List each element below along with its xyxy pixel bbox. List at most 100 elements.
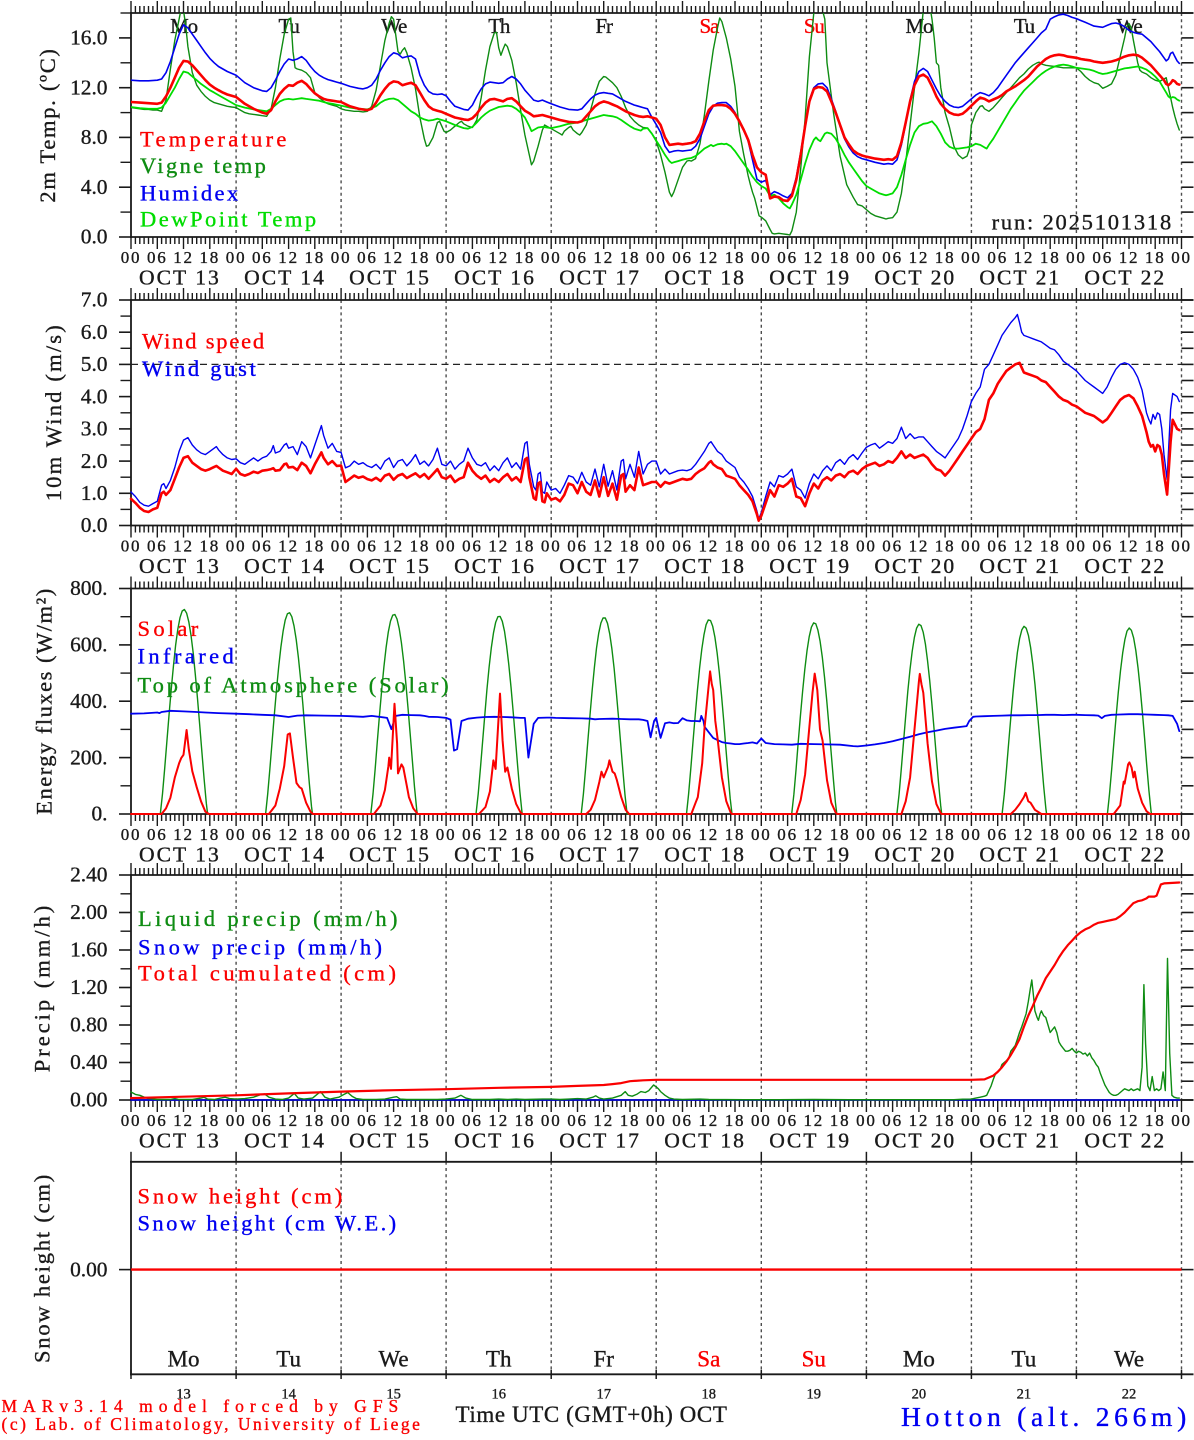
svg-text:Tu: Tu <box>278 14 300 38</box>
svg-text:OCT 13: OCT 13 <box>139 843 221 867</box>
svg-text:400.: 400. <box>70 689 107 713</box>
svg-text:00: 00 <box>751 825 772 844</box>
svg-text:06: 06 <box>672 825 693 844</box>
svg-text:00: 00 <box>1171 1111 1192 1130</box>
svg-text:12: 12 <box>909 1111 930 1130</box>
svg-text:06: 06 <box>357 1111 378 1130</box>
svg-text:06: 06 <box>882 1111 903 1130</box>
svg-text:0.0: 0.0 <box>81 225 108 249</box>
svg-text:12: 12 <box>383 825 404 844</box>
svg-text:Vigne temp: Vigne temp <box>140 153 268 178</box>
svg-text:06: 06 <box>252 1111 273 1130</box>
svg-text:Wind speed: Wind speed <box>142 328 266 353</box>
svg-text:00: 00 <box>646 537 667 556</box>
svg-text:run: 2025101318: run: 2025101318 <box>992 210 1173 235</box>
svg-text:06: 06 <box>252 248 273 267</box>
svg-text:19: 19 <box>807 1387 822 1403</box>
svg-text:00: 00 <box>436 825 457 844</box>
svg-text:12: 12 <box>173 248 194 267</box>
svg-text:00: 00 <box>961 825 982 844</box>
svg-text:18: 18 <box>410 1111 431 1130</box>
svg-text:OCT 14: OCT 14 <box>244 554 326 578</box>
svg-text:00: 00 <box>646 825 667 844</box>
svg-text:18: 18 <box>515 825 536 844</box>
svg-text:18: 18 <box>1040 825 1061 844</box>
svg-text:12: 12 <box>1014 825 1035 844</box>
svg-text:Fr: Fr <box>596 14 613 38</box>
svg-text:Fr: Fr <box>593 1346 614 1371</box>
svg-text:18: 18 <box>620 537 641 556</box>
svg-text:06: 06 <box>672 537 693 556</box>
svg-text:Sa: Sa <box>697 1346 720 1371</box>
svg-text:00: 00 <box>436 1111 457 1130</box>
svg-text:00: 00 <box>121 1111 142 1130</box>
svg-text:Su: Su <box>804 14 825 38</box>
svg-text:OCT 13: OCT 13 <box>139 554 221 578</box>
svg-text:18: 18 <box>199 1111 220 1130</box>
svg-text:2.0: 2.0 <box>81 449 108 473</box>
svg-text:2m Temp. (ºC): 2m Temp. (ºC) <box>35 47 60 202</box>
svg-text:00: 00 <box>541 825 562 844</box>
svg-text:06: 06 <box>567 537 588 556</box>
svg-text:12: 12 <box>383 248 404 267</box>
svg-text:12: 12 <box>1014 537 1035 556</box>
svg-text:06: 06 <box>777 1111 798 1130</box>
svg-text:Precip (mm/h): Precip (mm/h) <box>30 903 55 1073</box>
svg-text:00: 00 <box>436 248 457 267</box>
svg-text:00: 00 <box>331 1111 352 1130</box>
svg-text:18: 18 <box>725 537 746 556</box>
svg-text:00: 00 <box>541 1111 562 1130</box>
svg-text:12: 12 <box>278 248 299 267</box>
svg-text:We: We <box>379 1346 409 1371</box>
svg-text:12: 12 <box>593 248 614 267</box>
svg-text:00: 00 <box>1066 1111 1087 1130</box>
svg-text:18: 18 <box>304 248 325 267</box>
svg-text:18: 18 <box>620 1111 641 1130</box>
svg-text:00: 00 <box>436 537 457 556</box>
svg-text:06: 06 <box>147 248 168 267</box>
svg-text:Liquid precip (mm/h): Liquid precip (mm/h) <box>138 906 401 931</box>
svg-text:12: 12 <box>278 1111 299 1130</box>
svg-text:18: 18 <box>725 825 746 844</box>
svg-text:Sa: Sa <box>699 14 719 38</box>
svg-text:Time UTC (GMT+0h) OCT: Time UTC (GMT+0h) OCT <box>456 1402 728 1427</box>
svg-text:06: 06 <box>147 1111 168 1130</box>
svg-text:00: 00 <box>121 248 142 267</box>
svg-text:Snow height (cm): Snow height (cm) <box>138 1184 346 1209</box>
svg-text:12: 12 <box>488 1111 509 1130</box>
svg-text:13: 13 <box>176 1387 191 1403</box>
svg-text:00: 00 <box>646 248 667 267</box>
svg-text:12.0: 12.0 <box>70 75 107 99</box>
svg-text:12: 12 <box>803 825 824 844</box>
svg-text:10m Wind (m/s): 10m Wind (m/s) <box>41 323 66 501</box>
svg-text:21: 21 <box>1017 1387 1032 1403</box>
svg-text:18: 18 <box>199 537 220 556</box>
svg-text:Solar: Solar <box>138 616 202 641</box>
svg-text:00: 00 <box>1171 248 1192 267</box>
svg-text:OCT 17: OCT 17 <box>559 266 641 290</box>
svg-text:Mo: Mo <box>168 1346 200 1371</box>
svg-text:0.40: 0.40 <box>70 1050 107 1074</box>
svg-text:7.0: 7.0 <box>81 288 108 312</box>
svg-text:OCT 20: OCT 20 <box>874 554 956 578</box>
svg-text:06: 06 <box>672 248 693 267</box>
svg-text:Tu: Tu <box>1014 14 1036 38</box>
svg-text:OCT 13: OCT 13 <box>139 1129 221 1153</box>
svg-text:OCT 14: OCT 14 <box>244 843 326 867</box>
svg-text:12: 12 <box>698 825 719 844</box>
svg-text:Temperature: Temperature <box>140 126 290 151</box>
svg-text:OCT 13: OCT 13 <box>139 266 221 290</box>
svg-text:OCT 14: OCT 14 <box>244 1129 326 1153</box>
svg-text:OCT 21: OCT 21 <box>979 266 1061 290</box>
svg-text:OCT 19: OCT 19 <box>769 554 851 578</box>
svg-text:OCT 21: OCT 21 <box>979 554 1061 578</box>
svg-text:06: 06 <box>462 248 483 267</box>
svg-text:0.00: 0.00 <box>70 1257 107 1281</box>
svg-text:12: 12 <box>278 825 299 844</box>
svg-text:OCT 18: OCT 18 <box>664 843 746 867</box>
svg-text:OCT 19: OCT 19 <box>769 1129 851 1153</box>
svg-text:12: 12 <box>488 537 509 556</box>
svg-text:12: 12 <box>173 537 194 556</box>
svg-text:600.: 600. <box>70 633 107 657</box>
svg-text:18: 18 <box>830 537 851 556</box>
